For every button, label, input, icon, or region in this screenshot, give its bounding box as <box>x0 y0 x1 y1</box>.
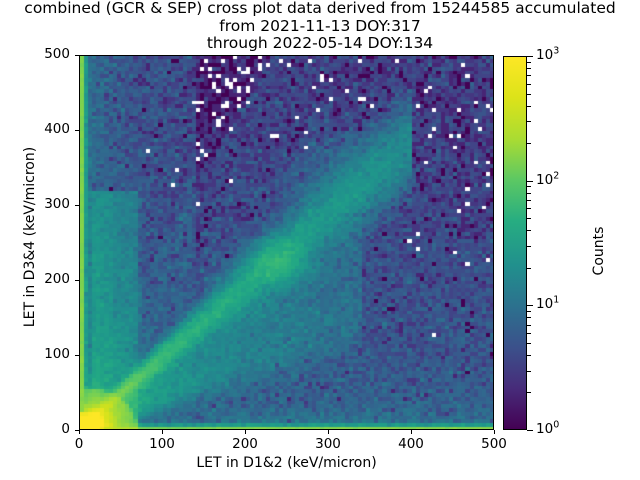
colorbar-minor-tick <box>527 208 531 210</box>
colorbar-minor-tick <box>527 354 531 356</box>
x-tick-label: 100 <box>149 436 175 452</box>
x-tick-mark <box>161 430 163 434</box>
y-tick-mark <box>75 429 79 431</box>
x-tick-label: 0 <box>74 436 84 452</box>
title-line-1: combined (GCR & SEP) cross plot data der… <box>24 0 616 17</box>
title-line-3: through 2022-05-14 DOY:134 <box>206 34 434 52</box>
colorbar-minor-tick <box>527 83 531 85</box>
x-tick-mark <box>493 430 495 434</box>
colorbar-tick-label: 101 <box>536 294 560 313</box>
colorbar-minor-tick <box>527 324 531 326</box>
x-tick-mark <box>410 430 412 434</box>
colorbar-minor-tick <box>527 192 531 194</box>
x-tick-mark <box>78 430 80 434</box>
y-tick-label: 300 <box>44 196 70 212</box>
plot-axes <box>79 55 494 430</box>
colorbar-minor-tick <box>527 245 531 247</box>
y-tick-label: 400 <box>44 121 70 137</box>
x-tick-mark <box>327 430 329 434</box>
histogram-2d-plot <box>80 56 493 429</box>
colorbar-minor-tick <box>527 199 531 201</box>
colorbar-minor-tick <box>527 218 531 220</box>
colorbar-minor-tick <box>527 392 531 394</box>
colorbar-minor-tick <box>527 75 531 77</box>
colorbar-minor-tick <box>527 267 531 269</box>
colorbar-gradient <box>503 56 527 430</box>
chart-title: combined (GCR & SEP) cross plot data der… <box>0 0 640 53</box>
colorbar-minor-tick <box>527 143 531 145</box>
colorbar-tick-label: 102 <box>536 170 560 188</box>
colorbar-minor-tick <box>527 68 531 70</box>
colorbar-minor-tick <box>527 61 531 63</box>
x-tick-label: 400 <box>398 436 424 452</box>
y-tick-label: 0 <box>61 421 70 437</box>
y-tick-mark <box>75 204 79 206</box>
colorbar-minor-tick <box>527 121 531 123</box>
x-tick-label: 500 <box>481 436 507 452</box>
y-tick-mark <box>75 129 79 131</box>
colorbar-tick-label: 100 <box>536 419 560 437</box>
y-tick-label: 500 <box>44 46 70 62</box>
x-tick-mark <box>244 430 246 434</box>
y-tick-label: 100 <box>44 346 70 362</box>
y-axis-label: LET in D3&4 (keV/micron) <box>22 146 38 328</box>
colorbar-minor-tick <box>527 105 531 107</box>
y-tick-mark <box>75 354 79 356</box>
colorbar-label: Counts <box>591 226 607 276</box>
x-axis-label: LET in D1&2 (keV/micron) <box>196 455 377 471</box>
colorbar-tick-label: 103 <box>536 45 560 63</box>
colorbar-minor-tick <box>527 93 531 95</box>
colorbar-major-tick <box>527 430 533 431</box>
x-tick-label: 300 <box>315 436 341 452</box>
colorbar-minor-tick <box>527 370 531 372</box>
colorbar-major-tick <box>527 305 533 307</box>
title-line-2: from 2021-11-13 DOY:317 <box>219 16 421 35</box>
colorbar-minor-tick <box>527 317 531 319</box>
x-tick-label: 200 <box>232 436 258 452</box>
colorbar-major-tick <box>527 56 533 57</box>
colorbar-minor-tick <box>527 311 531 313</box>
y-tick-mark <box>75 279 79 281</box>
colorbar-minor-tick <box>527 332 531 334</box>
y-tick-label: 200 <box>44 271 70 287</box>
y-tick-mark <box>75 54 79 56</box>
colorbar-major-tick <box>527 180 533 182</box>
colorbar-minor-tick <box>527 342 531 344</box>
colorbar-minor-tick <box>527 186 531 188</box>
colorbar-minor-tick <box>527 230 531 232</box>
